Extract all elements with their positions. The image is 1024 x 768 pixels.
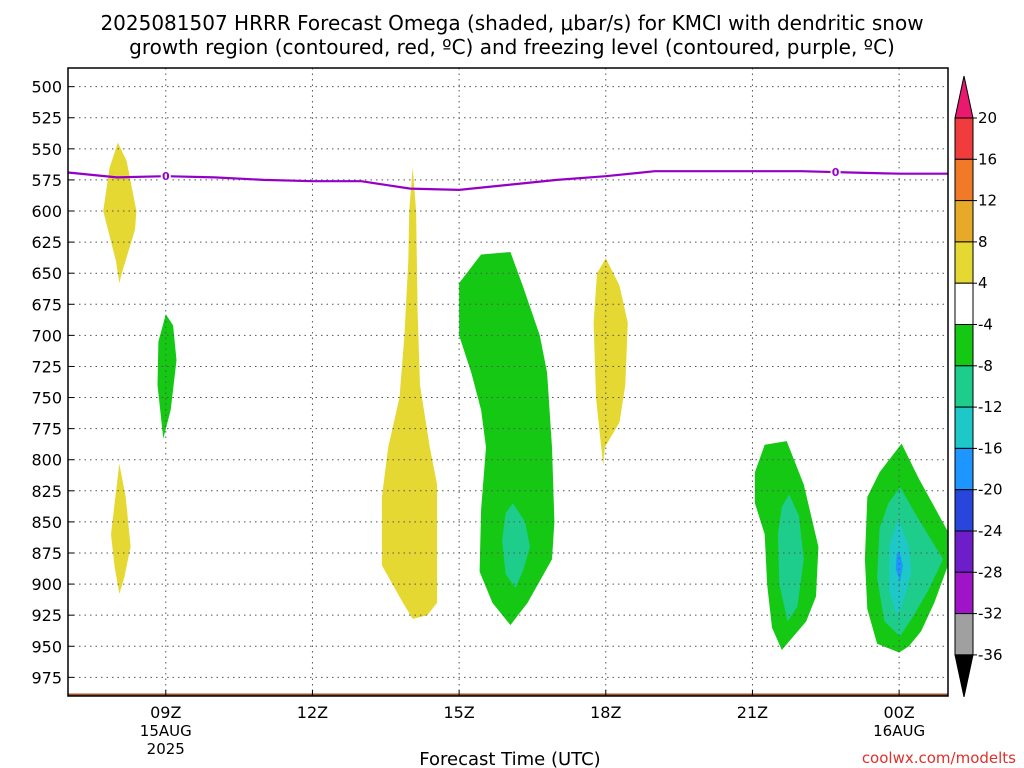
y-tick-label-600: 600: [31, 202, 62, 221]
colorbar-label: -4: [978, 316, 993, 334]
omega-colorbar: 20 16 12 8 4 -4 -8 -12 -16 -20 -24 -28 -32 -36: [954, 75, 1003, 698]
chart-title-line-2: growth region (contoured, red, ºC) and f…: [129, 35, 895, 59]
colorbar-label: -16: [978, 439, 1003, 457]
region-positive-omega-1745-1830: [593, 258, 628, 466]
colorbar-bottom-arrow: [954, 654, 974, 698]
colorbar-label: 4: [978, 274, 988, 292]
region-core-omega-0000: [895, 550, 903, 582]
colorbar-label: -24: [978, 522, 1003, 540]
freezing-label-bg-0: [160, 169, 171, 184]
y-tick-label-925: 925: [31, 606, 62, 625]
colorbar-bin-7: [954, 365, 974, 408]
x-tick-label-00Z: 00Z: [883, 703, 914, 722]
colorbar-bin-12: [954, 571, 974, 615]
region-enhanced-omega-2150-2225: [777, 494, 804, 622]
region-positive-omega-0730-0830-upper: [103, 142, 137, 284]
y-axis-ticks: 500 525 550 575 600 625 650 675 700 725 750 775 800 8…: [31, 78, 74, 687]
colorbar-bin-11: [954, 530, 974, 573]
ground-fill: [68, 693, 948, 696]
y-tick-label-875: 875: [31, 544, 62, 563]
y-tick-label-825: 825: [31, 482, 62, 501]
y-tick-label-950: 950: [31, 637, 62, 656]
x-tick-date-00Z: 16AUG: [873, 722, 925, 740]
colorbar-label: 20: [978, 109, 997, 127]
colorbar-top-arrow: [954, 75, 974, 119]
grid-lines: [68, 68, 948, 696]
y-tick-label-625: 625: [31, 233, 62, 252]
region-enhanced-omega-1600: [502, 503, 530, 588]
colorbar-bin-4: [954, 241, 974, 284]
plot-frame: [67, 67, 949, 697]
y-tick-label-700: 700: [31, 326, 62, 345]
x-tick-label-21Z: 21Z: [737, 703, 768, 722]
y-tick-label-750: 750: [31, 389, 62, 408]
region-positive-omega-1330-1440-vertical: [381, 167, 438, 619]
freezing-level-line: [67, 170, 948, 192]
colorbar-bin-10: [954, 489, 974, 532]
omega-shaded-regions: [103, 142, 948, 653]
ground-layer: [68, 693, 948, 696]
colorbar-label: 12: [978, 192, 997, 210]
colorbar-label: -32: [978, 605, 1003, 623]
freezing-label-bg-1: [830, 165, 841, 180]
y-tick-label-575: 575: [31, 171, 62, 190]
freezing-level-label: 0: [162, 170, 170, 183]
x-tick-label-18Z: 18Z: [590, 703, 621, 722]
colorbar-bin-13: [954, 613, 974, 656]
y-tick-label-775: 775: [31, 420, 62, 439]
colorbar-bin-6: [954, 324, 974, 367]
x-axis-title: Forecast Time (UTC): [419, 749, 600, 768]
region-positive-omega-0745-0830-low: [111, 463, 131, 594]
y-tick-label-675: 675: [31, 295, 62, 314]
y-tick-label-800: 800: [31, 451, 62, 470]
y-tick-label-650: 650: [31, 264, 62, 283]
y-tick-label-525: 525: [31, 109, 62, 128]
y-tick-label-500: 500: [31, 78, 62, 97]
colorbar-label: -28: [978, 563, 1003, 581]
y-tick-label-975: 975: [31, 668, 62, 687]
y-tick-label-725: 725: [31, 357, 62, 376]
colorbar-bin-5: [954, 282, 974, 326]
colorbar-bin-1: [954, 117, 974, 160]
colorbar-bin-3: [954, 200, 974, 243]
credit-text[interactable]: coolwx.com/modelts: [862, 749, 1016, 767]
colorbar-label: -8: [978, 357, 993, 375]
colorbar-bin-2: [954, 158, 974, 202]
y-tick-label-850: 850: [31, 513, 62, 532]
chart-title-line-1: 2025081507 HRRR Forecast Omega (shaded, …: [100, 11, 923, 35]
x-tick-label-12Z: 12Z: [297, 703, 328, 722]
x-tick-label-09Z: 09Z: [150, 703, 181, 722]
colorbar-label: -20: [978, 481, 1003, 499]
colorbar-label: -12: [978, 398, 1003, 416]
y-tick-label-550: 550: [31, 140, 62, 159]
colorbar-label: 8: [978, 233, 988, 251]
x-tick-label-15Z: 15Z: [443, 703, 474, 722]
colorbar-bin-8: [954, 406, 974, 449]
region-negative-omega-1500-1700: [459, 252, 555, 626]
x-tick-year-09Z: 2025: [147, 740, 185, 758]
region-negative-omega-0900-0915-mid: [157, 314, 177, 439]
colorbar-label: 16: [978, 150, 997, 168]
freezing-level-label: 0: [832, 166, 840, 179]
colorbar-bin-9: [954, 447, 974, 491]
colorbar-label: -36: [978, 646, 1003, 664]
y-tick-label-900: 900: [31, 575, 62, 594]
x-tick-date-09Z: 15AUG: [140, 722, 192, 740]
